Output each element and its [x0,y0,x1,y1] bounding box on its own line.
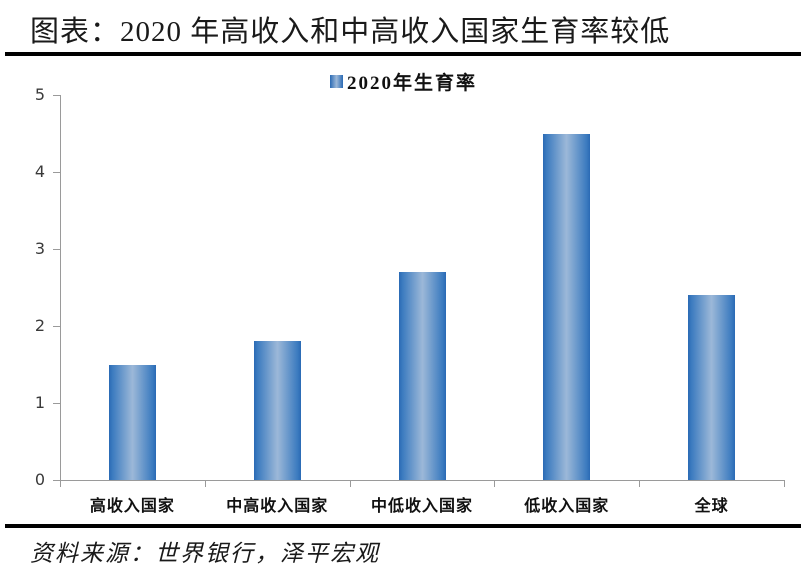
y-axis-line [60,95,61,480]
x-axis-tick [639,480,641,487]
data-source-note: 资料来源：世界银行，泽平宏观 [30,541,380,566]
y-axis-tick [53,326,60,327]
x-axis-category-label: 高收入国家 [89,498,175,515]
x-axis-tick [494,480,496,487]
y-axis-tick-label: 2 [34,316,45,335]
top-divider-rule [5,52,801,56]
y-axis-tick [53,480,60,481]
y-axis-tick-label: 1 [34,393,45,412]
x-axis-category-label: 低收入国家 [524,498,610,515]
x-axis-category-label: 全球 [694,498,729,515]
y-axis-tick [53,403,60,404]
bar [253,341,301,480]
chart-title: 图表：2020 年高收入和中高收入国家生育率较低 [30,16,671,48]
x-axis-tick [784,480,785,487]
x-axis-category-label: 中低收入国家 [370,498,473,515]
x-axis-tick [60,480,61,487]
bar [543,133,591,480]
legend-swatch-icon [329,75,343,88]
bar [398,272,446,480]
y-axis-tick [53,249,60,250]
y-axis-tick-label: 5 [34,85,45,104]
bottom-divider-rule [5,524,801,528]
y-axis-tick [53,172,60,173]
bar [108,364,156,480]
x-axis-category-label: 中高收入国家 [226,498,329,515]
x-axis-tick [204,480,206,487]
x-axis-line [53,480,785,481]
y-axis-tick-label: 0 [34,470,45,489]
y-axis-tick-label: 4 [34,162,45,181]
y-axis-tick-label: 3 [34,239,45,258]
chart-legend: 2020年生育率 [0,68,807,95]
y-axis-tick [53,95,60,96]
legend-label: 2020年生育率 [346,73,477,94]
bar [688,295,736,480]
x-axis-tick [349,480,351,487]
